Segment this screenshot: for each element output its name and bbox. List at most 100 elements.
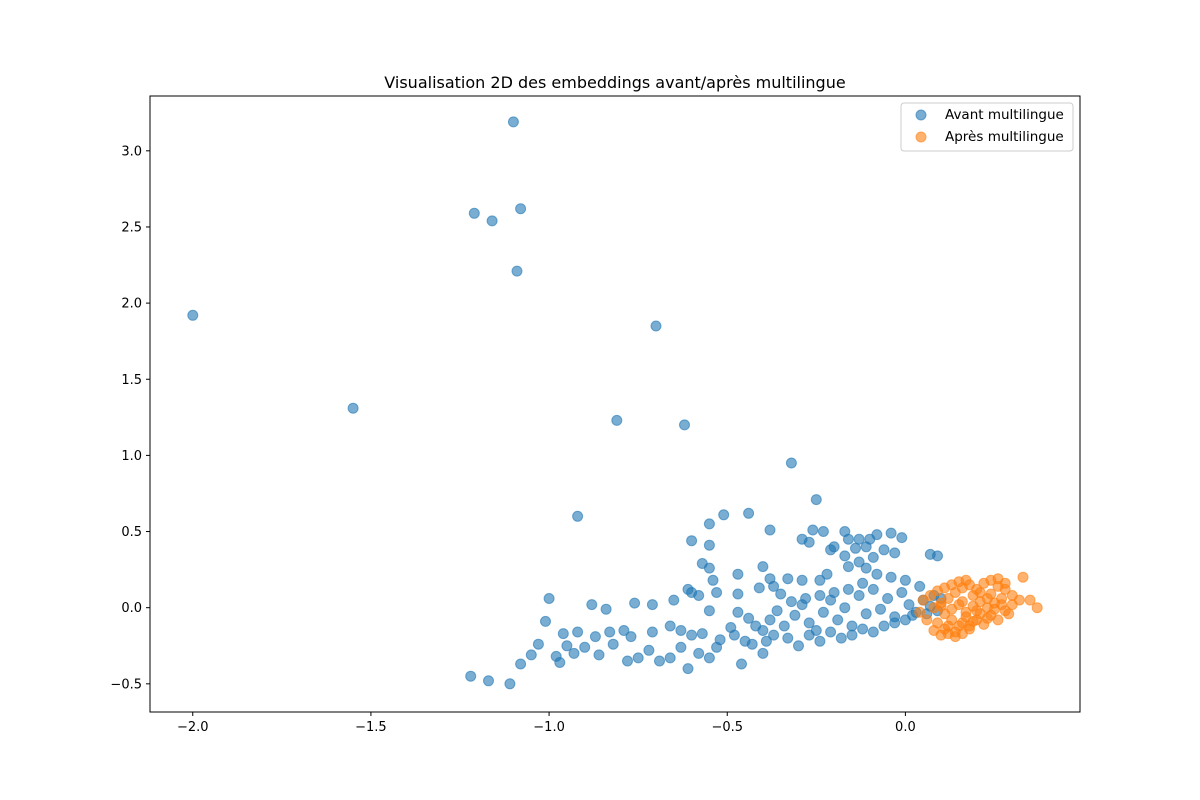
data-point (992, 573, 1004, 585)
data-point (654, 655, 665, 667)
plot-frame (149, 95, 1081, 713)
y-tick-label: 2.0 (121, 297, 142, 312)
data-point (899, 574, 911, 586)
data-point (992, 614, 1004, 626)
data-point (515, 658, 527, 670)
data-point (682, 663, 694, 675)
data-point (1003, 608, 1015, 620)
data-point (604, 626, 616, 638)
data-point (821, 568, 833, 580)
data-point (586, 599, 598, 611)
data-point (785, 596, 797, 608)
data-point (782, 632, 794, 644)
data-point (507, 116, 519, 128)
data-point (1024, 594, 1036, 606)
data-point (557, 628, 569, 640)
data-point (703, 605, 715, 617)
data-point (782, 573, 794, 585)
data-point (622, 655, 633, 667)
data-point (589, 631, 601, 643)
data-point (643, 644, 655, 656)
data-point (932, 550, 943, 562)
data-point (743, 507, 755, 519)
y-tick-label: 1.0 (121, 449, 142, 464)
data-point (914, 580, 926, 592)
data-point (646, 599, 658, 611)
data-point (871, 568, 883, 580)
data-point (732, 606, 744, 618)
data-point (768, 580, 780, 592)
data-point (593, 649, 605, 661)
x-tick-label: −0.5 (711, 720, 743, 735)
data-point (764, 524, 776, 536)
x-tick-label: −1.0 (533, 720, 565, 735)
data-point (921, 614, 933, 626)
data-point (532, 638, 544, 650)
data-point (871, 529, 883, 541)
data-point (832, 614, 844, 626)
data-point (732, 588, 744, 600)
data-point (935, 600, 947, 612)
data-point (857, 623, 869, 635)
data-point (800, 593, 812, 604)
data-point (789, 609, 801, 621)
data-point (718, 509, 730, 521)
data-point (736, 658, 747, 670)
data-point (1017, 571, 1029, 583)
data-point (732, 568, 744, 580)
data-point (515, 203, 527, 215)
chart-title: Visualisation 2D des embeddings avant/ap… (384, 73, 845, 92)
data-point (981, 612, 993, 624)
data-point (896, 532, 908, 544)
data-point (803, 536, 815, 548)
data-point (828, 541, 840, 553)
data-point (743, 612, 755, 624)
data-point (964, 620, 975, 632)
legend-label-apres: Après multilingue (945, 129, 1064, 145)
data-point (778, 620, 790, 632)
data-point (618, 625, 630, 636)
legend-label-avant: Avant multilingue (945, 107, 1064, 123)
data-point (956, 596, 968, 608)
data-point (711, 641, 723, 653)
data-point (675, 625, 687, 636)
data-point (971, 605, 983, 617)
data-point (771, 605, 783, 617)
data-point (839, 550, 851, 562)
data-point (468, 207, 480, 219)
y-tick-label: 2.5 (121, 220, 142, 235)
legend: Avant multilingue Après multilingue (900, 102, 1074, 152)
data-point (1031, 602, 1043, 614)
data-point (825, 626, 837, 638)
data-point (525, 649, 537, 661)
data-point (875, 603, 886, 615)
data-point (483, 675, 494, 687)
data-point (835, 632, 847, 644)
data-point (554, 657, 566, 668)
data-point (760, 635, 772, 647)
data-point (828, 587, 840, 598)
y-axis-ticks: −0.5 0.0 0.5 1.0 1.5 2.0 2.5 3.0 (110, 144, 150, 692)
data-point (814, 574, 826, 586)
data-point (703, 539, 715, 551)
data-point (511, 265, 523, 277)
data-point (842, 561, 854, 573)
data-point (757, 561, 769, 573)
data-point (707, 574, 719, 586)
data-point (807, 524, 819, 536)
data-point (629, 597, 641, 609)
data-point (842, 533, 854, 545)
y-tick-label: 1.5 (121, 373, 142, 388)
data-point (686, 587, 698, 598)
data-point (768, 629, 780, 641)
data-point (632, 652, 644, 664)
data-point (846, 629, 858, 641)
data-point (504, 678, 516, 690)
y-tick-label: 0.5 (121, 525, 142, 540)
data-point (486, 215, 498, 227)
data-point (946, 614, 958, 626)
data-point (960, 574, 972, 586)
data-point (860, 541, 872, 553)
data-point (839, 602, 851, 614)
